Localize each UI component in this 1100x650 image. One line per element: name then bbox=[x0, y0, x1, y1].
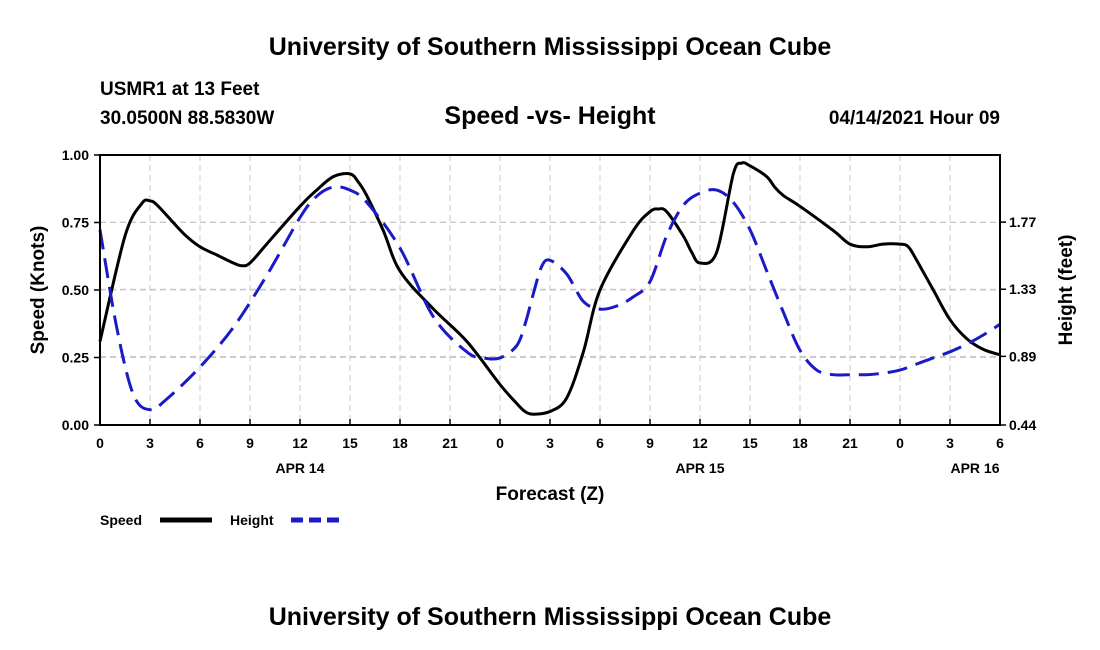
date-label: APR 16 bbox=[950, 460, 999, 476]
x-tick-label: 6 bbox=[996, 435, 1004, 451]
speed-series-line bbox=[98, 161, 1001, 416]
x-tick-label: 9 bbox=[246, 435, 254, 451]
x-tick-label: 3 bbox=[946, 435, 954, 451]
x-tick-label: 3 bbox=[546, 435, 554, 451]
y-axis-label-right: Height (feet) bbox=[1056, 235, 1077, 346]
legend: Speed Height bbox=[100, 512, 343, 528]
page-title: University of Southern Mississippi Ocean… bbox=[269, 33, 832, 61]
y-tick-label-right: 1.33 bbox=[1009, 281, 1036, 297]
x-tick-label: 0 bbox=[496, 435, 504, 451]
y-tick-label: 0.25 bbox=[62, 350, 89, 366]
y-tick-label: 1.00 bbox=[62, 147, 89, 163]
x-tick-label: 6 bbox=[596, 435, 604, 451]
x-tick-label: 12 bbox=[292, 435, 308, 451]
x-tick-label: 18 bbox=[392, 435, 408, 451]
datetime-label: 04/14/2021 Hour 09 bbox=[829, 108, 1000, 129]
y-tick-label: 0.00 bbox=[62, 417, 89, 433]
date-label: APR 14 bbox=[275, 460, 324, 476]
x-tick-label: 21 bbox=[842, 435, 858, 451]
y-tick-label: 0.75 bbox=[62, 215, 89, 231]
x-tick-label: 15 bbox=[342, 435, 358, 451]
legend-label-height: Height bbox=[230, 512, 274, 528]
date-label: APR 15 bbox=[675, 460, 724, 476]
y-tick-label-right: 1.77 bbox=[1009, 214, 1036, 230]
x-axis-label: Forecast (Z) bbox=[496, 484, 605, 505]
grid bbox=[100, 155, 1000, 426]
height-series-line bbox=[98, 185, 1001, 412]
x-tick-label: 21 bbox=[442, 435, 458, 451]
series-layer bbox=[98, 161, 1001, 416]
x-tick-label: 18 bbox=[792, 435, 808, 451]
y-tick-label-right: 0.89 bbox=[1009, 348, 1036, 364]
x-tick-label: 12 bbox=[692, 435, 708, 451]
chart-subtitle: Speed -vs- Height bbox=[444, 102, 656, 130]
legend-label-speed: Speed bbox=[100, 512, 142, 528]
x-tick-label: 0 bbox=[96, 435, 104, 451]
x-tick-label: 3 bbox=[146, 435, 154, 451]
y-tick-label-right: 0.44 bbox=[1009, 417, 1036, 433]
x-tick-label: 15 bbox=[742, 435, 758, 451]
y-tick-label: 0.50 bbox=[62, 282, 89, 298]
ticks: 0 3 6 9 12 15 18 21 0 3 6 9 12 15 18 21 0 3 6 APR 14 APR 15 A… bbox=[62, 147, 1037, 476]
x-tick-label: 0 bbox=[896, 435, 904, 451]
x-tick-label: 6 bbox=[196, 435, 204, 451]
y-axis-label: Speed (Knots) bbox=[28, 226, 49, 355]
station-label: USMR1 at 13 Feet bbox=[100, 79, 260, 100]
footer-title: University of Southern Mississippi Ocean… bbox=[269, 603, 832, 631]
x-tick-label: 9 bbox=[646, 435, 654, 451]
location-label: 30.0500N 88.5830W bbox=[100, 108, 274, 129]
